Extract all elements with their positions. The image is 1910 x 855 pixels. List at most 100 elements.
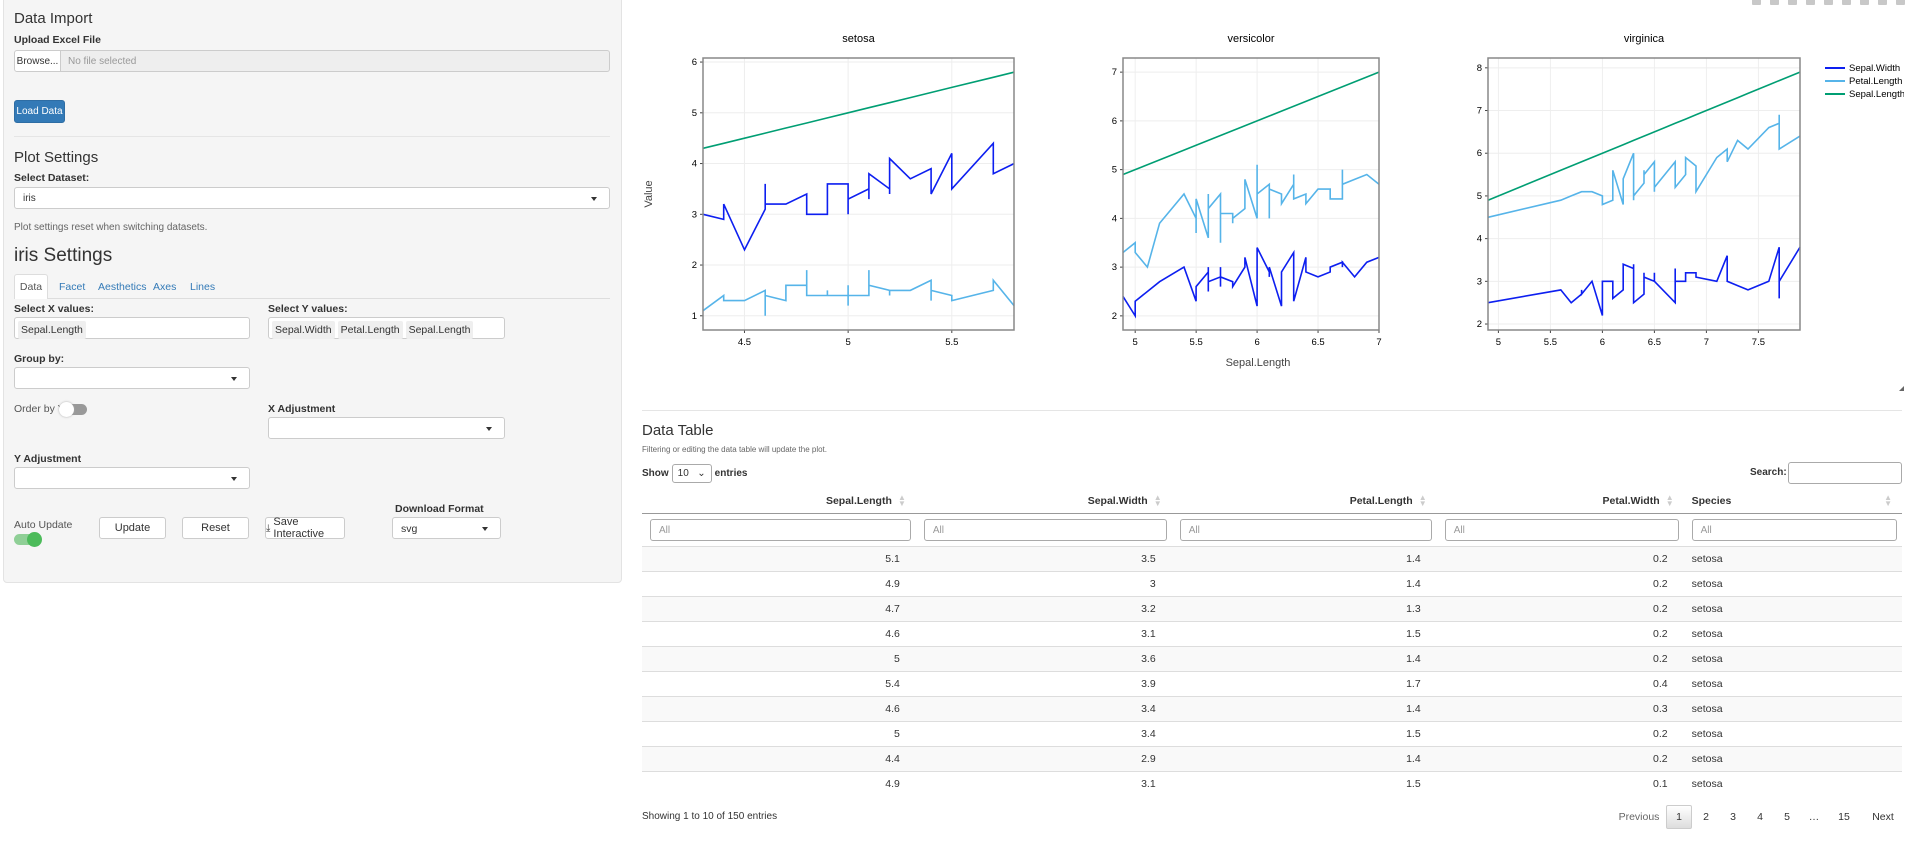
table-cell: 3.1 bbox=[915, 770, 1172, 796]
table-cell: 4.9 bbox=[642, 770, 916, 796]
tab-facet[interactable]: Facet bbox=[59, 280, 86, 293]
column-header[interactable]: Species ▲ ▼ bbox=[1683, 489, 1902, 514]
y-value-tag[interactable]: Sepal.Width bbox=[272, 321, 335, 339]
column-header-label: Species bbox=[1691, 494, 1732, 507]
table-cell: 0.2 bbox=[1436, 570, 1684, 596]
legend-item[interactable]: Sepal.Width bbox=[1825, 63, 1900, 74]
next-button[interactable]: Next bbox=[1872, 811, 1894, 823]
series-line-petal-length[interactable] bbox=[702, 270, 1015, 316]
page-button[interactable]: 5 bbox=[1784, 811, 1790, 823]
column-header[interactable]: Sepal.Width ▲ ▼ bbox=[915, 489, 1172, 514]
table-row[interactable]: 4.6 3.4 1.4 0.3 setosa bbox=[642, 695, 1902, 721]
table-row[interactable]: 5 3.6 1.4 0.2 setosa bbox=[642, 645, 1902, 671]
table-row[interactable]: 4.6 3.1 1.5 0.2 setosa bbox=[642, 620, 1902, 646]
column-header[interactable]: Petal.Width ▲ ▼ bbox=[1436, 489, 1684, 514]
table-row[interactable]: 4.4 2.9 1.4 0.2 setosa bbox=[642, 745, 1902, 771]
tab-aesthetics[interactable]: Aesthetics bbox=[98, 280, 147, 293]
y-value-tag[interactable]: Petal.Length bbox=[337, 321, 403, 339]
load-data-button[interactable]: Load Data bbox=[14, 100, 65, 123]
series-line-sepal-width[interactable] bbox=[702, 141, 1015, 252]
y-tick-label: 5 bbox=[692, 108, 697, 119]
closest-hover-icon[interactable] bbox=[1896, 0, 1905, 5]
column-filter-input[interactable]: All bbox=[1691, 518, 1897, 541]
zoom-in-icon[interactable] bbox=[1806, 0, 1815, 5]
column-header[interactable]: Petal.Length ▲ ▼ bbox=[1171, 489, 1437, 514]
page-button[interactable]: … bbox=[1808, 811, 1820, 823]
group-by-select[interactable] bbox=[14, 367, 250, 389]
column-filter-input[interactable]: All bbox=[923, 518, 1167, 541]
column-header[interactable]: Sepal.Length ▲ ▼ bbox=[642, 489, 916, 514]
reset-button[interactable]: Reset bbox=[182, 517, 249, 539]
tab-lines[interactable]: Lines bbox=[190, 280, 216, 293]
file-name-field[interactable]: No file selected bbox=[61, 50, 610, 72]
series-line-petal-length[interactable] bbox=[1487, 114, 1801, 219]
table-row[interactable]: 4.9 3 1.4 0.2 setosa bbox=[642, 570, 1902, 596]
x-value-tag[interactable]: Sepal.Length bbox=[18, 321, 86, 339]
table-cell: 4.9 bbox=[642, 570, 916, 596]
resize-handle[interactable] bbox=[1899, 386, 1904, 391]
x-tick-label: 5.5 bbox=[1190, 337, 1203, 348]
save-interactive-button[interactable]: ⤓ Save Interactive bbox=[265, 516, 345, 540]
zoom-icon[interactable] bbox=[1770, 0, 1779, 5]
series-line-sepal-length[interactable] bbox=[1487, 71, 1801, 201]
x-adjustment-select[interactable] bbox=[268, 417, 505, 439]
search-input[interactable] bbox=[1788, 462, 1902, 484]
page-length-select[interactable]: 10 ⌄ bbox=[671, 464, 712, 483]
page-button[interactable]: 3 bbox=[1730, 811, 1736, 823]
chevron-down-icon bbox=[231, 477, 237, 481]
page-button[interactable]: 4 bbox=[1757, 811, 1763, 823]
download-format-select[interactable]: svg bbox=[392, 517, 501, 539]
table-row[interactable]: 5.1 3.5 1.4 0.2 setosa bbox=[642, 545, 1902, 571]
divider bbox=[14, 136, 610, 137]
y-values-input[interactable]: Sepal.Width Petal.Length Sepal.Length bbox=[268, 317, 505, 339]
pan-icon[interactable] bbox=[1788, 0, 1797, 5]
column-filter-input[interactable]: All bbox=[650, 518, 911, 541]
zoom-out-icon[interactable] bbox=[1824, 0, 1833, 5]
series-line-sepal-width[interactable] bbox=[1487, 246, 1801, 316]
dataset-select[interactable]: iris bbox=[14, 187, 610, 209]
x-tick-label: 7 bbox=[1704, 337, 1709, 348]
table-cell: 0.1 bbox=[1436, 770, 1684, 796]
browse-button[interactable]: Browse... bbox=[14, 50, 61, 72]
series-line-sepal-length[interactable] bbox=[1122, 71, 1380, 176]
compare-hover-icon[interactable] bbox=[1878, 0, 1887, 5]
series-line-sepal-width[interactable] bbox=[1122, 247, 1380, 319]
tab-axes[interactable]: Axes bbox=[153, 280, 177, 293]
dataset-value: iris bbox=[23, 193, 36, 204]
series-line-petal-length[interactable] bbox=[1122, 164, 1380, 269]
camera-icon[interactable] bbox=[1752, 0, 1761, 5]
x-values-input[interactable]: Sepal.Length bbox=[14, 317, 250, 339]
facet-title: setosa bbox=[842, 33, 875, 45]
column-filter-input[interactable]: All bbox=[1179, 518, 1432, 541]
table-cell: 0.2 bbox=[1436, 545, 1684, 571]
column-filter-input[interactable]: All bbox=[1444, 518, 1679, 541]
home-icon[interactable] bbox=[1860, 0, 1869, 5]
legend-item[interactable]: Petal.Length bbox=[1825, 76, 1902, 87]
update-button[interactable]: Update bbox=[99, 517, 166, 539]
page-button[interactable]: 1 bbox=[1666, 805, 1692, 829]
table-row[interactable]: 5.4 3.9 1.7 0.4 setosa bbox=[642, 670, 1902, 696]
y-values-label: Select Y values: bbox=[268, 303, 348, 315]
table-cell: 4.7 bbox=[642, 595, 916, 621]
previous-button[interactable]: Previous bbox=[1618, 811, 1660, 823]
tab-data[interactable]: Data bbox=[14, 274, 48, 299]
y-adjustment-select[interactable] bbox=[14, 467, 250, 489]
y-adjustment-label: Y Adjustment bbox=[14, 453, 82, 465]
order-by-y-toggle[interactable] bbox=[59, 402, 87, 417]
page-button[interactable]: 2 bbox=[1703, 811, 1709, 823]
table-row[interactable]: 4.7 3.2 1.3 0.2 setosa bbox=[642, 595, 1902, 621]
table-row[interactable]: 4.9 3.1 1.5 0.1 setosa bbox=[642, 770, 1902, 796]
page-button[interactable]: 15 bbox=[1838, 811, 1850, 823]
faceted-line-chart[interactable]: 4.5 5 5.5 1 2 3 4 5 6 setosa 5 5.5 6 6.5 7 2 3 4 5 6 7 versic… bbox=[642, 0, 1904, 400]
auto-update-toggle[interactable] bbox=[14, 532, 42, 547]
series-line-sepal-length[interactable] bbox=[702, 71, 1015, 150]
legend-item[interactable]: Sepal.Length bbox=[1825, 89, 1904, 100]
save-interactive-label: Save Interactive bbox=[273, 516, 325, 540]
table-cell: 3 bbox=[915, 570, 1172, 596]
y-tick-label: 3 bbox=[1112, 262, 1117, 273]
table-row[interactable]: 5 3.4 1.5 0.2 setosa bbox=[642, 720, 1902, 746]
data-import-heading: Data Import bbox=[14, 10, 93, 27]
autoscale-icon[interactable] bbox=[1842, 0, 1851, 5]
y-value-tag[interactable]: Sepal.Length bbox=[405, 321, 474, 339]
facet-panel: 4.5 5 5.5 1 2 3 4 5 6 setosa bbox=[692, 33, 1015, 348]
